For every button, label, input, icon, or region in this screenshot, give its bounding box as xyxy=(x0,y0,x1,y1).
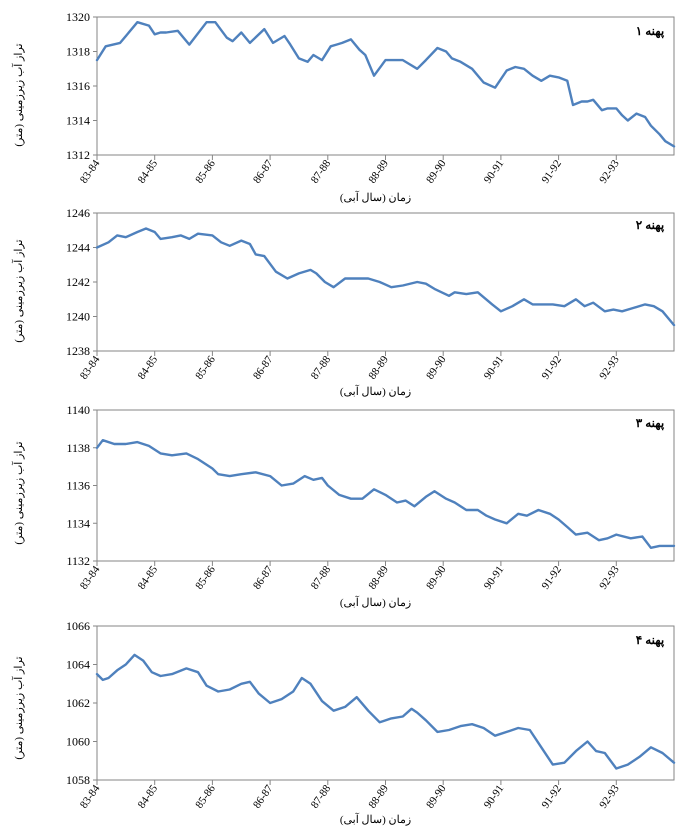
x-tick-label: 91-92 xyxy=(540,783,565,811)
plot-area xyxy=(96,409,675,562)
x-tick-label: 92-93 xyxy=(597,563,622,591)
x-tick-label: 86-87 xyxy=(251,157,276,185)
x-tick-label: 88-89 xyxy=(366,782,391,810)
x-tick-label: 85-86 xyxy=(193,157,218,185)
y-tick-label: 1060 xyxy=(66,735,90,749)
x-axis-label: زمان (سال آبی) xyxy=(340,813,411,826)
y-tick-label: 1138 xyxy=(66,441,90,455)
y-tick-label: 1314 xyxy=(66,114,90,128)
x-tick-label: 89-90 xyxy=(424,563,449,591)
chart-panel-3: 1132 1134 1136 1138 1140 83-84 84-85 85-86 86-87… xyxy=(0,403,678,618)
plot-area xyxy=(96,212,675,352)
x-tick-label: 87-88 xyxy=(309,782,334,810)
y-tick-label: 1132 xyxy=(66,554,90,568)
series-line xyxy=(95,653,676,770)
panel-title: پهنه ۲ xyxy=(636,218,665,233)
x-tick-label: 87-88 xyxy=(309,353,334,381)
panel-title: پهنه ۴ xyxy=(636,633,665,648)
x-tick-label: 91-92 xyxy=(540,564,565,592)
panel-title: پهنه ۳ xyxy=(636,416,665,431)
x-tick-label: 86-87 xyxy=(251,563,276,591)
x-tick-label: 87-88 xyxy=(309,563,334,591)
series-line xyxy=(95,21,676,148)
x-tick-label: 90-91 xyxy=(482,564,507,592)
x-tick-label: 84-85 xyxy=(136,157,161,185)
y-tick-label: 1246 xyxy=(66,206,90,220)
x-tick-label: 89-90 xyxy=(424,157,449,185)
y-tick-label: 1242 xyxy=(66,275,90,289)
x-tick-label: 86-87 xyxy=(251,782,276,810)
y-tick-label: 1240 xyxy=(66,310,90,324)
y-tick-label: 1134 xyxy=(66,516,90,530)
x-tick-label: 91-92 xyxy=(540,158,565,186)
x-tick-label: 84-85 xyxy=(136,563,161,591)
y-tick-label: 1320 xyxy=(66,10,90,24)
y-tick-label: 1140 xyxy=(66,403,90,417)
y-tick-label: 1318 xyxy=(66,45,90,59)
y-tick-label: 1062 xyxy=(66,696,90,710)
x-tick-label: 85-86 xyxy=(193,782,218,810)
x-axis-label: زمان (سال آبی) xyxy=(340,191,411,204)
x-tick-label: 88-89 xyxy=(366,563,391,591)
x-tick-label: 91-92 xyxy=(540,354,565,382)
x-tick-label: 92-93 xyxy=(597,353,622,381)
x-tick-label: 90-91 xyxy=(482,783,507,811)
y-axis-label: تراز آب زیرزمینی (متر) xyxy=(12,43,25,146)
x-tick-label: 85-86 xyxy=(193,563,218,591)
y-tick-label: 1312 xyxy=(66,148,90,162)
x-tick-label: 88-89 xyxy=(366,157,391,185)
x-tick-label: 92-93 xyxy=(597,157,622,185)
series-line xyxy=(95,439,676,549)
x-tick-label: 86-87 xyxy=(251,353,276,381)
x-tick-label: 89-90 xyxy=(424,353,449,381)
x-tick-label: 89-90 xyxy=(424,782,449,810)
y-tick-label: 1244 xyxy=(66,241,90,255)
x-tick-label: 84-85 xyxy=(136,782,161,810)
x-axis-label: زمان (سال آبی) xyxy=(340,596,411,609)
y-tick-label: 1058 xyxy=(66,773,90,787)
chart-panel-4: 1058 1060 1062 1064 1066 83-84 84-85 85-86 86-87… xyxy=(0,618,678,832)
x-axis-label: زمان (سال آبی) xyxy=(340,385,411,398)
y-axis-label: تراز آب زیرزمینی (متر) xyxy=(12,441,25,544)
x-tick-label: 90-91 xyxy=(482,354,507,382)
panel-title: پهنه ۱ xyxy=(636,24,665,39)
chart-panel-2: 1238 1240 1242 1244 1246 83-84 84-85 85-86 86-87… xyxy=(0,206,678,410)
x-tick-label: 85-86 xyxy=(193,353,218,381)
y-tick-label: 1238 xyxy=(66,344,90,358)
series-line xyxy=(95,227,676,327)
plot-area xyxy=(96,625,675,781)
x-tick-label: 90-91 xyxy=(482,158,507,186)
y-tick-label: 1064 xyxy=(66,658,90,672)
chart-panel-1: 1312 1314 1316 1318 1320 83-84 84-85 85-86 86-87… xyxy=(0,0,678,208)
y-axis-label: تراز آب زیرزمینی (متر) xyxy=(12,239,25,342)
x-tick-label: 84-85 xyxy=(136,353,161,381)
y-tick-label: 1066 xyxy=(66,619,90,633)
y-tick-label: 1136 xyxy=(66,479,90,493)
y-axis-label: تراز آب زیرزمینی (متر) xyxy=(12,656,25,759)
x-tick-label: 87-88 xyxy=(309,157,334,185)
x-tick-label: 88-89 xyxy=(366,353,391,381)
y-tick-label: 1316 xyxy=(66,79,90,93)
x-tick-label: 92-93 xyxy=(597,782,622,810)
